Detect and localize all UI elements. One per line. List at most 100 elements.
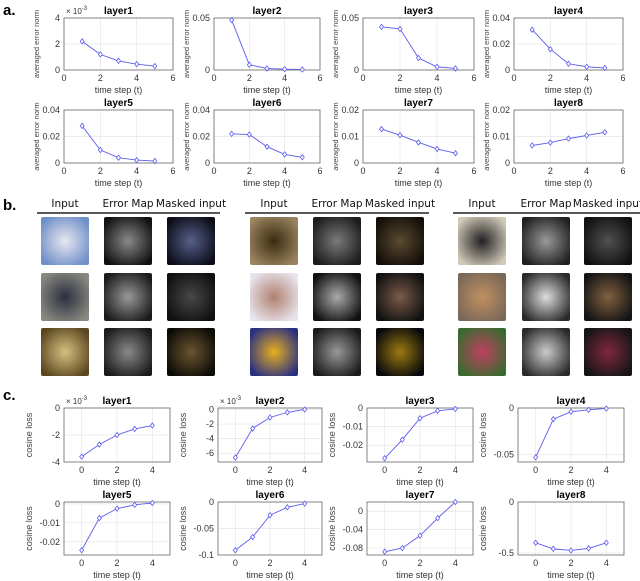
chart-a-layer3: 0 2 4 6 0 0.05 layer3 time step (t) averaged err… <box>331 6 477 95</box>
masked-input-image <box>167 217 215 265</box>
data-point <box>397 131 403 139</box>
column-header: Error Map <box>311 198 362 210</box>
data-point <box>79 122 85 130</box>
plot-area <box>363 18 474 70</box>
masked-input-image <box>376 217 424 265</box>
x-tick-label: 0 <box>233 558 238 568</box>
axes-frame <box>517 501 625 556</box>
input-image <box>250 328 298 376</box>
y-axis-label: cosine loss <box>327 506 337 551</box>
chart-title: layer2 <box>256 396 285 407</box>
data-point <box>114 505 120 512</box>
y-tick-label: -0.04 <box>342 525 363 535</box>
masked-input-image <box>584 328 632 376</box>
data-point <box>586 406 592 414</box>
chart-title: layer5 <box>103 490 132 501</box>
y-axis-label: cosine loss <box>478 506 488 551</box>
input-image <box>458 328 506 376</box>
data-point <box>565 135 572 142</box>
image-grid: Input Error Map Masked input Input Error Map… <box>37 198 640 376</box>
x-tick-label: 4 <box>134 166 139 176</box>
axes-frame <box>63 407 171 463</box>
x-tick-label: 6 <box>317 73 322 83</box>
y-tick-label: 4 <box>55 13 60 23</box>
data-point <box>602 64 608 72</box>
column-header: Error Map <box>520 198 571 210</box>
input-image <box>41 328 89 376</box>
axis-exponent: × 10-3 <box>66 6 88 16</box>
x-tick-label: 4 <box>584 166 589 176</box>
data-point <box>115 154 122 161</box>
data-point <box>378 125 385 133</box>
error-map-image <box>522 273 570 321</box>
x-tick-label: 0 <box>533 558 538 568</box>
data-point <box>246 61 252 69</box>
chart-a-layer7: 0 2 4 6 0 0.01 0.02 layer7 time step (t) averaged… <box>331 98 477 188</box>
y-tick-label: 0 <box>209 497 214 507</box>
chart-title: layer4 <box>557 396 586 407</box>
error-map-image <box>104 217 152 265</box>
chart-a-layer8: 0 2 4 6 0 0.01 0.02 layer8 time step (t) averaged… <box>482 98 626 188</box>
y-tick-label: 0.05 <box>341 13 359 23</box>
x-tick-label: 4 <box>150 465 155 475</box>
x-tick-label: 2 <box>417 558 422 568</box>
data-point <box>282 65 288 73</box>
data-point <box>250 533 256 541</box>
y-tick-label: -0.01 <box>39 518 60 528</box>
y-tick-label: 0 <box>354 65 359 75</box>
data-point <box>565 60 572 68</box>
data-point <box>232 454 238 461</box>
data-point <box>132 501 138 509</box>
x-tick-label: 2 <box>568 465 573 475</box>
data-point <box>267 511 273 519</box>
axes-frame <box>213 109 321 164</box>
axes-frame <box>362 17 475 71</box>
data-point <box>79 547 85 554</box>
section-label-c: c. <box>3 387 16 404</box>
data-point <box>246 131 252 138</box>
error-map-image <box>104 328 152 376</box>
y-axis-label: averaged error norm <box>32 102 41 170</box>
data-point <box>550 415 556 423</box>
data-point <box>232 546 238 554</box>
x-tick-label: 6 <box>317 166 322 176</box>
chart-title: layer2 <box>253 6 282 17</box>
error-map-image <box>313 328 361 376</box>
chart-title: layer3 <box>406 396 435 407</box>
chart-a-layer1: 0 2 4 6 0 2 4 layer1 time step (t) averaged error… <box>32 6 176 95</box>
section-label-b: b. <box>3 197 16 214</box>
data-point <box>250 425 256 432</box>
x-tick-label: 0 <box>360 166 365 176</box>
data-point <box>435 407 441 415</box>
data-point <box>79 38 85 45</box>
data-point <box>434 63 440 71</box>
y-tick-label: -0.01 <box>342 422 363 432</box>
y-axis-label: averaged error norm <box>331 10 340 78</box>
masked-input-image <box>167 273 215 321</box>
data-point <box>134 156 140 164</box>
y-tick-label: 0 <box>55 65 60 75</box>
x-axis-label: time step (t) <box>246 477 294 487</box>
x-tick-label: 0 <box>382 465 387 475</box>
x-tick-label: 0 <box>533 465 538 475</box>
y-tick-label: -0.02 <box>39 537 60 547</box>
y-tick-label: 0 <box>205 158 210 168</box>
y-tick-label: 0.02 <box>42 132 60 142</box>
x-tick-label: 4 <box>453 558 458 568</box>
y-tick-label: -2 <box>206 419 214 429</box>
data-point <box>547 45 553 53</box>
y-tick-label: 0 <box>509 403 514 413</box>
y-tick-label: -6 <box>206 448 214 458</box>
data-point <box>603 539 609 547</box>
error-map-image <box>313 217 361 265</box>
chart-title: layer1 <box>104 6 133 17</box>
y-tick-label: 0 <box>358 506 363 516</box>
input-image <box>458 217 506 265</box>
chart-title: layer5 <box>104 98 133 109</box>
y-axis-label: cosine loss <box>24 412 34 457</box>
y-tick-label: 0 <box>205 65 210 75</box>
chart-title: layer7 <box>404 98 433 109</box>
y-tick-label: -0.05 <box>193 524 214 534</box>
column-header: Masked input <box>573 198 640 210</box>
y-tick-label: 0.04 <box>192 105 210 115</box>
